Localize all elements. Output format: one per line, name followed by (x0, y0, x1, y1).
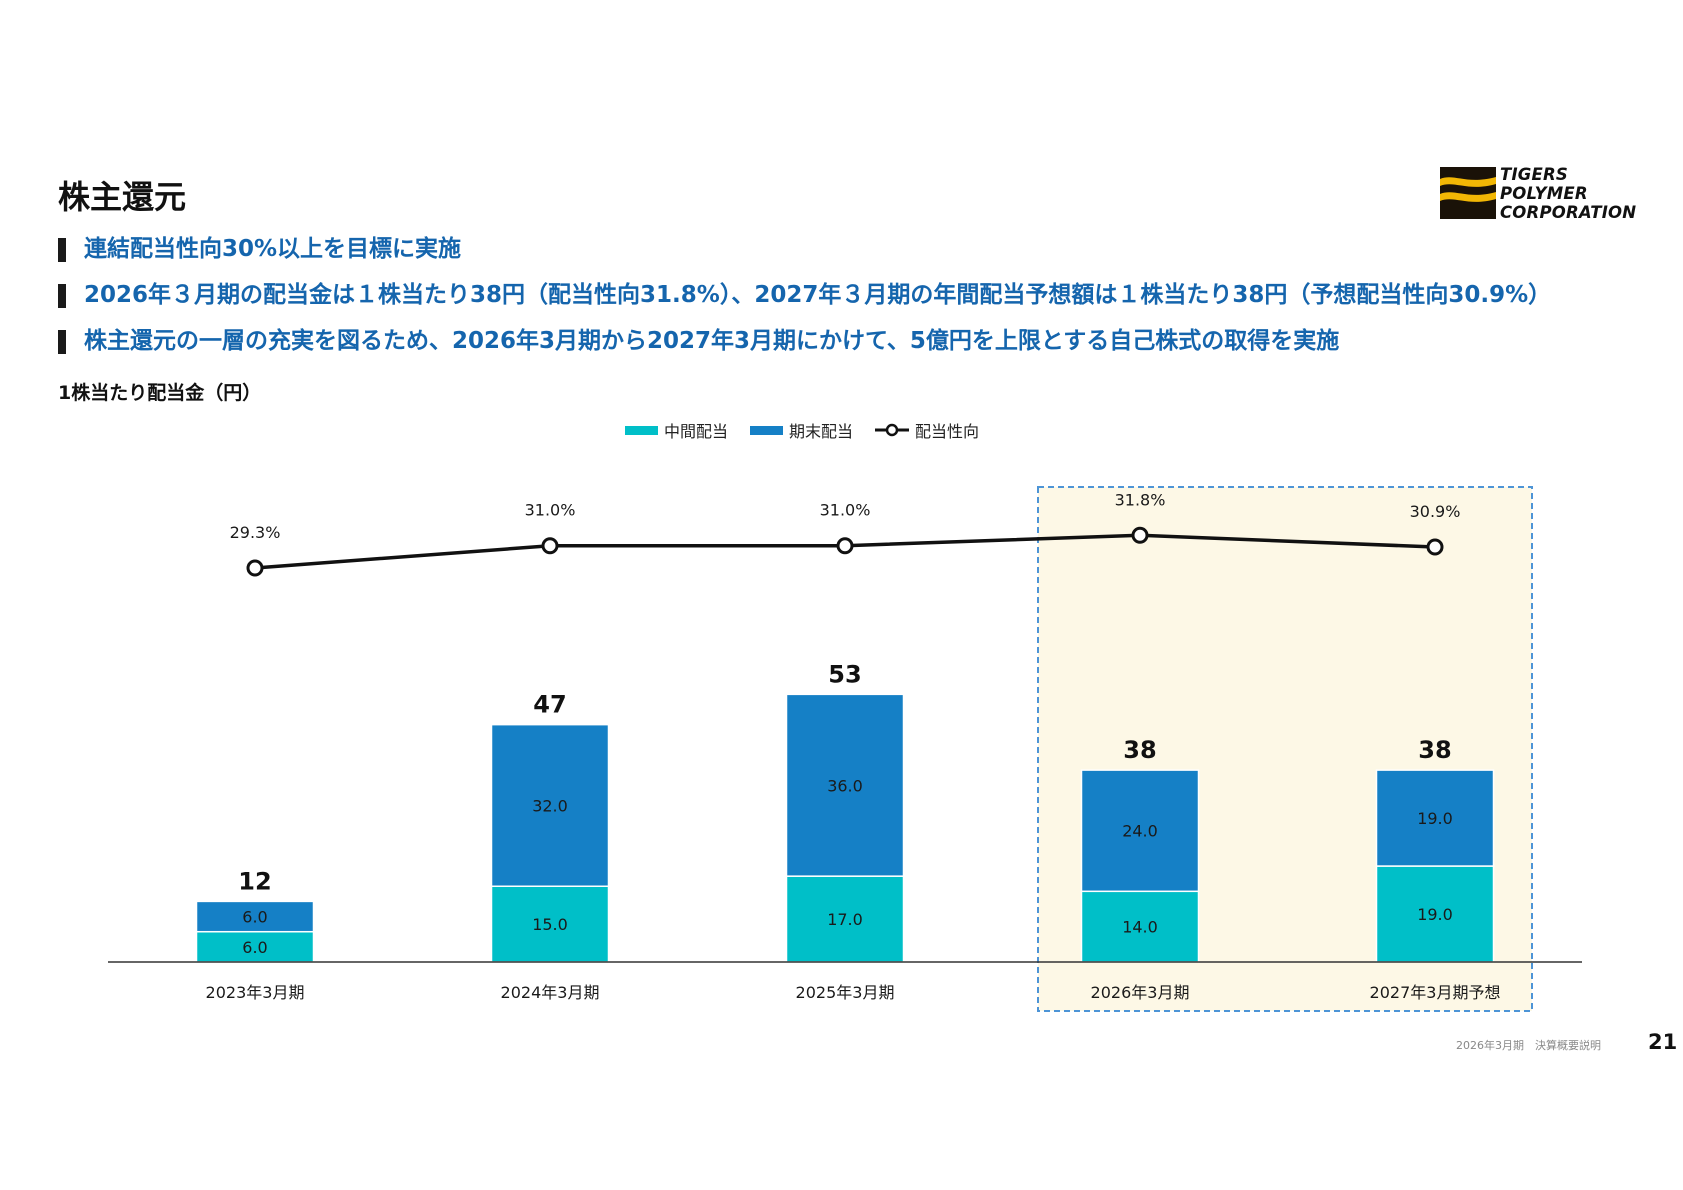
bar-label-year-end: 6.0 (242, 908, 267, 927)
bullet-item: 連結配当性向30%以上を目標に実施 (58, 232, 1551, 278)
bar-label-interim: 6.0 (242, 938, 267, 957)
bar-label-year-end: 19.0 (1417, 809, 1453, 828)
bullet-marker (58, 330, 66, 354)
bar-label-interim: 15.0 (532, 915, 568, 934)
bar-total-label: 47 (533, 691, 566, 719)
bar-total-label: 38 (1418, 736, 1451, 764)
bar-total-label: 12 (238, 867, 271, 895)
bar-label-interim: 17.0 (827, 910, 863, 929)
bar-year-end (1080, 769, 1200, 893)
bullet-marker (58, 284, 66, 308)
payout-ratio-point (1426, 538, 1444, 556)
bullet-text: 連結配当性向30%以上を目標に実施 (84, 236, 462, 262)
payout-ratio-label: 31.8% (1115, 490, 1166, 509)
bullet-list: 連結配当性向30%以上を目標に実施 2026年３月期の配当金は１株当たり38円（… (58, 232, 1551, 370)
bar-label-year-end: 36.0 (827, 776, 863, 795)
payout-ratio-label: 29.3% (230, 523, 281, 542)
bar-total-label: 53 (828, 660, 861, 688)
x-axis-tick-label: 2025年3月期 (796, 983, 895, 1002)
legend-label-payout-ratio: 配当性向 (915, 422, 980, 441)
legend-label-year-end: 期末配当 (789, 422, 854, 441)
x-axis-tick-label: 2026年3月期 (1091, 983, 1190, 1002)
bar-total-label: 38 (1123, 736, 1156, 764)
bar-year-end (195, 900, 315, 933)
bar-year-end (1375, 769, 1495, 867)
logo-line: TIGERS (1500, 165, 1568, 184)
payout-ratio-label: 31.0% (525, 501, 576, 520)
bar-year-end (785, 693, 905, 877)
page-number: 21 (1648, 1030, 1678, 1054)
bar-label-year-end: 24.0 (1122, 822, 1158, 841)
bar-interim (1080, 890, 1200, 963)
legend-item-year-end: 期末配当 (750, 418, 853, 442)
bullet-marker (58, 238, 66, 262)
legend-swatch-interim (625, 425, 658, 435)
company-logo: TIGERS POLYMER CORPORATION (1440, 165, 1640, 223)
bar-label-interim: 19.0 (1417, 905, 1453, 924)
tiger-stripes-logo-icon (1440, 167, 1496, 219)
bar-label-year-end: 32.0 (532, 796, 568, 815)
logo-line: POLYMER (1500, 184, 1588, 203)
legend-line-marker-icon (875, 423, 910, 437)
payout-ratio-point (246, 559, 264, 577)
payout-ratio-label: 30.9% (1410, 502, 1461, 521)
bullet-text: 株主還元の一層の充実を図るため、2026年3月期から2027年3月期にかけて、5… (84, 328, 1340, 354)
bar-year-end (490, 723, 610, 888)
bar-interim (490, 885, 610, 963)
bullet-text: 2026年３月期の配当金は１株当たり38円（配当性向31.8%）、2027年３月… (84, 282, 1552, 308)
logo-line: CORPORATION (1500, 203, 1637, 222)
x-axis-tick-label: 2024年3月期 (501, 983, 600, 1002)
chart-unit-label: 1株当たり配当金（円） (58, 382, 262, 404)
payout-ratio-label: 31.0% (820, 501, 871, 520)
footer-document-title: 2026年3月期 決算概要説明 (1456, 1039, 1601, 1052)
legend-item-payout-ratio: 配当性向 (875, 418, 979, 442)
x-axis-tick-label: 2023年3月期 (206, 983, 305, 1002)
payout-ratio-point (541, 537, 559, 555)
bar-label-interim: 14.0 (1122, 918, 1158, 937)
page-title: 株主還元 (58, 178, 187, 216)
payout-ratio-point (1131, 526, 1149, 544)
legend-label-interim: 中間配当 (664, 422, 729, 441)
payout-ratio-point (836, 537, 854, 555)
chart-legend: 中間配当 期末配当 配当性向 (625, 418, 1001, 442)
legend-swatch-year-end (750, 425, 784, 435)
legend-item-interim: 中間配当 (625, 418, 728, 442)
bullet-item: 株主還元の一層の充実を図るため、2026年3月期から2027年3月期にかけて、5… (58, 324, 1551, 370)
x-axis-tick-label: 2027年3月期予想 (1370, 983, 1501, 1002)
bullet-item: 2026年３月期の配当金は１株当たり38円（配当性向31.8%）、2027年３月… (58, 278, 1551, 324)
logo-wordmark: TIGERS POLYMER CORPORATION (1500, 165, 1640, 222)
